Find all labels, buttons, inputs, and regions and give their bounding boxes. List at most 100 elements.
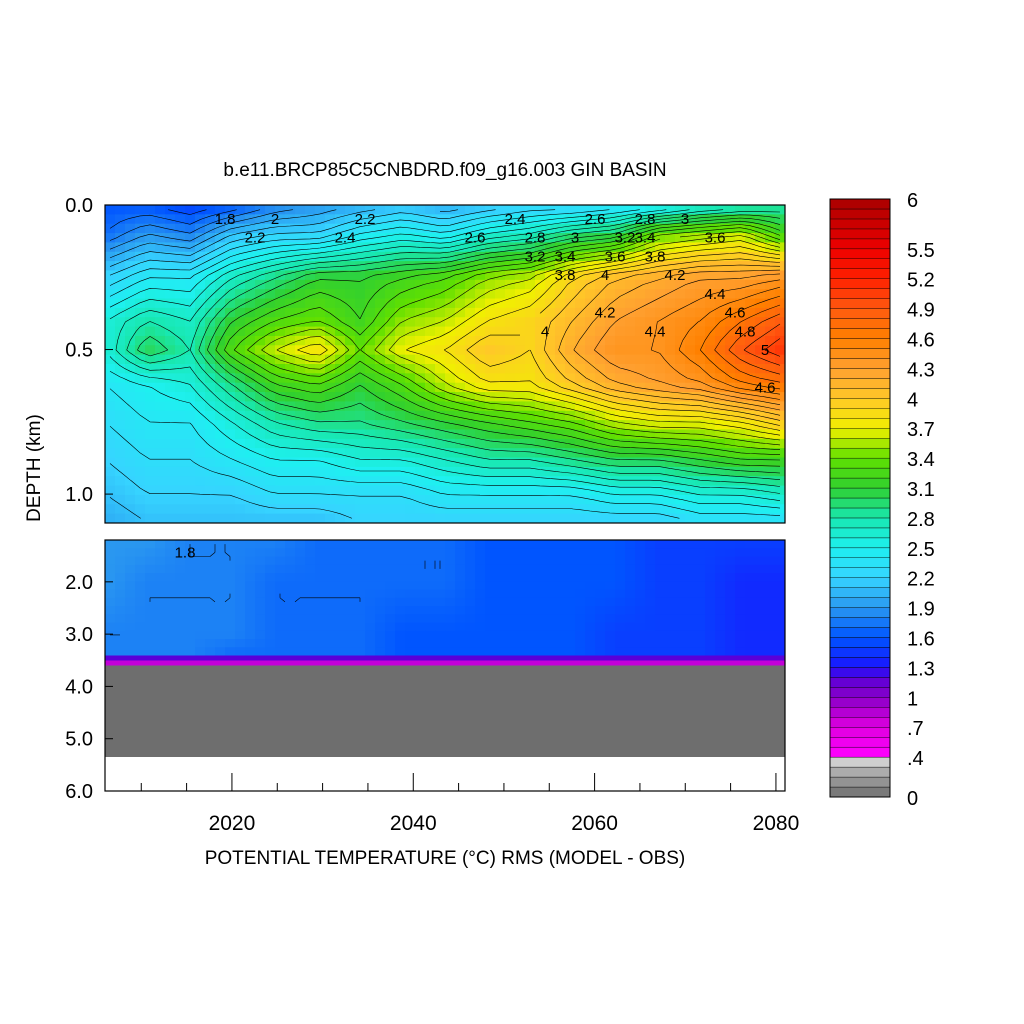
heatmap-cell — [595, 354, 606, 365]
heatmap-cell — [515, 429, 526, 440]
heatmap-cell — [235, 614, 246, 624]
heatmap-cell — [245, 307, 256, 318]
heatmap-cell — [405, 270, 416, 281]
heatmap-cell — [325, 438, 336, 449]
heatmap-cell — [575, 466, 586, 477]
heatmap-cell — [395, 589, 406, 599]
heatmap-cell — [435, 345, 446, 356]
heatmap-cell — [655, 382, 666, 393]
heatmap-cell — [675, 279, 686, 290]
heatmap-cell — [145, 251, 156, 262]
heatmap-cell — [295, 573, 306, 582]
heatmap-cell — [535, 335, 546, 346]
heatmap-cell — [115, 364, 126, 374]
heatmap-cell — [685, 457, 696, 468]
heatmap-cell — [735, 647, 746, 657]
heatmap-cell — [375, 564, 386, 574]
heatmap-cell — [145, 382, 156, 393]
heatmap-cell — [535, 364, 546, 374]
heatmap-cell — [105, 614, 116, 624]
heatmap-cell — [765, 242, 776, 253]
heatmap-cell — [485, 457, 496, 468]
heatmap-cell — [325, 589, 336, 599]
heatmap-cell — [315, 261, 326, 272]
heatmap-cell — [565, 392, 576, 403]
heatmap-cell — [605, 448, 616, 459]
heatmap-cell — [615, 214, 626, 225]
heatmap-cell — [555, 556, 566, 566]
colorbar-swatch — [829, 408, 891, 419]
heatmap-cell — [665, 564, 676, 574]
heatmap-cell — [345, 540, 356, 549]
colorbar-swatch — [829, 547, 891, 559]
heatmap-cell — [535, 466, 546, 477]
heatmap-cell — [575, 270, 586, 281]
heatmap-cell — [305, 214, 316, 225]
heatmap-cell — [375, 373, 386, 384]
heatmap-cell — [545, 317, 556, 328]
heatmap-cell — [725, 622, 736, 632]
heatmap-cell — [395, 420, 406, 431]
heatmap-cell — [715, 589, 726, 599]
heatmap-cell — [245, 548, 256, 558]
heatmap-cell — [215, 494, 226, 505]
heatmap-cell — [615, 504, 626, 515]
heatmap-cell — [595, 205, 606, 215]
heatmap-cell — [235, 597, 246, 607]
colorbar-swatch — [829, 727, 891, 738]
heatmap-cell — [675, 326, 686, 337]
heatmap-cell — [715, 630, 726, 640]
heatmap-cell — [155, 556, 166, 566]
heatmap-cell — [655, 589, 666, 599]
heatmap-cell — [335, 614, 346, 624]
heatmap-cell — [665, 261, 676, 272]
heatmap-cell — [725, 466, 736, 477]
heatmap-cell — [395, 251, 406, 262]
heatmap-cell — [365, 364, 376, 374]
heatmap-cell — [175, 382, 186, 393]
heatmap-cell — [325, 485, 336, 496]
heatmap-cell — [255, 494, 266, 505]
heatmap-cell — [175, 548, 186, 558]
heatmap-cell — [605, 647, 616, 657]
heatmap-cell — [525, 647, 536, 657]
heatmap-cell — [315, 214, 326, 225]
heatmap-cell — [725, 556, 736, 566]
heatmap-cell — [365, 242, 376, 253]
heatmap-cell — [405, 261, 416, 272]
heatmap-cell — [385, 382, 396, 393]
heatmap-cell — [655, 548, 666, 558]
heatmap-cell — [305, 233, 316, 244]
heatmap-cell — [695, 242, 706, 253]
heatmap-cell — [115, 345, 126, 356]
heatmap-cell — [435, 573, 446, 582]
heatmap-cell — [765, 564, 776, 574]
colorbar-swatch — [829, 557, 891, 568]
heatmap-cell — [255, 540, 266, 549]
heatmap-cell — [485, 205, 496, 215]
heatmap-cell — [435, 457, 446, 468]
heatmap-cell — [505, 448, 516, 459]
heatmap-cell — [455, 345, 466, 356]
heatmap-cell — [725, 438, 736, 449]
heatmap-cell — [145, 622, 156, 632]
heatmap-cell — [675, 548, 686, 558]
heatmap-cell — [505, 364, 516, 374]
heatmap-cell — [535, 251, 546, 262]
heatmap-cell — [565, 429, 576, 440]
heatmap-cell — [765, 233, 776, 244]
heatmap-cell — [195, 335, 206, 346]
heatmap-cell — [385, 429, 396, 440]
heatmap-cell — [655, 251, 666, 262]
heatmap-cell — [625, 438, 636, 449]
heatmap-cell — [625, 233, 636, 244]
heatmap-cell — [475, 410, 486, 421]
heatmap-cell — [285, 251, 296, 262]
heatmap-cell — [465, 438, 476, 449]
heatmap-cell — [395, 364, 406, 374]
colorbar-label: 1.6 — [907, 629, 935, 651]
heatmap-cell — [245, 279, 256, 290]
heatmap-cell — [185, 410, 196, 421]
heatmap-cell — [275, 279, 286, 290]
heatmap-cell — [165, 373, 176, 384]
